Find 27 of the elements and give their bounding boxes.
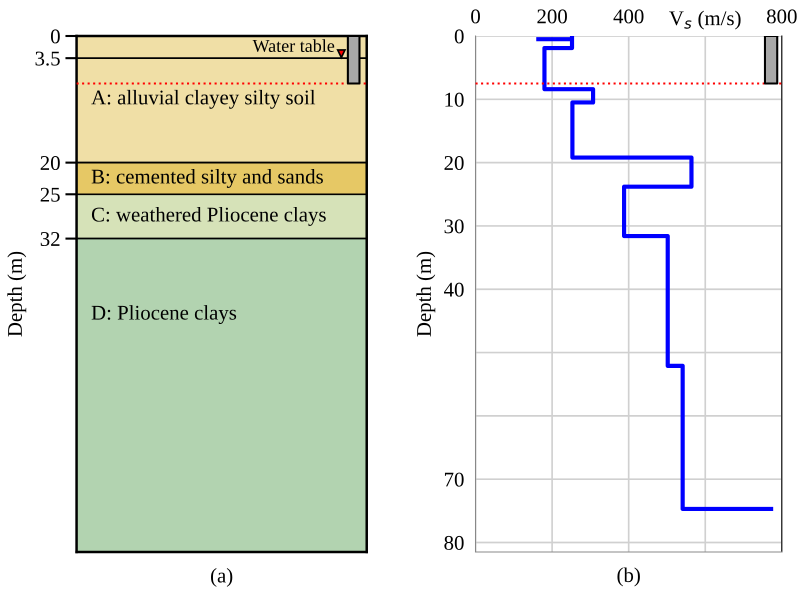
y-tick-label: 0 [454, 29, 464, 44]
line-series [536, 36, 774, 512]
y-tick-label: 0 [50, 29, 60, 44]
y-tick-label: 30 [444, 219, 464, 234]
y-axis-title: Depth (m) [416, 252, 436, 336]
ref-line-label: Water table [252, 39, 334, 52]
y-tick-label: 10 [445, 92, 464, 107]
series-label: A: alluvial clayey silty soil [91, 90, 316, 109]
series-label: C: weathered Pliocene clays [92, 206, 326, 226]
x-axis-title: V$_{s}$ (m/s) [669, 10, 741, 30]
text: (b) [617, 567, 640, 586]
x-tick-label: 400 [613, 9, 644, 24]
series-label: D: Pliocene clays [92, 305, 236, 324]
x-tick-label: 800 [766, 9, 797, 24]
y-tick-label: 80 [444, 536, 464, 550]
y-tick-label: 3.5 [36, 52, 60, 66]
y-tick-label: 20 [444, 156, 464, 170]
series-label: B: cemented silty and sands [92, 168, 323, 188]
y-tick-label: 25 [40, 188, 60, 202]
y-tick-label: 20 [40, 156, 60, 170]
x-axis-title: (a) [211, 568, 232, 587]
y-tick-label: 32 [40, 232, 60, 246]
x-tick-label: 0 [471, 9, 480, 24]
y-tick-label: 40 [444, 282, 464, 297]
y-tick-label: 70 [444, 472, 464, 487]
x-tick-label: 200 [537, 9, 567, 24]
y-axis-title: Depth (m) [7, 252, 26, 336]
